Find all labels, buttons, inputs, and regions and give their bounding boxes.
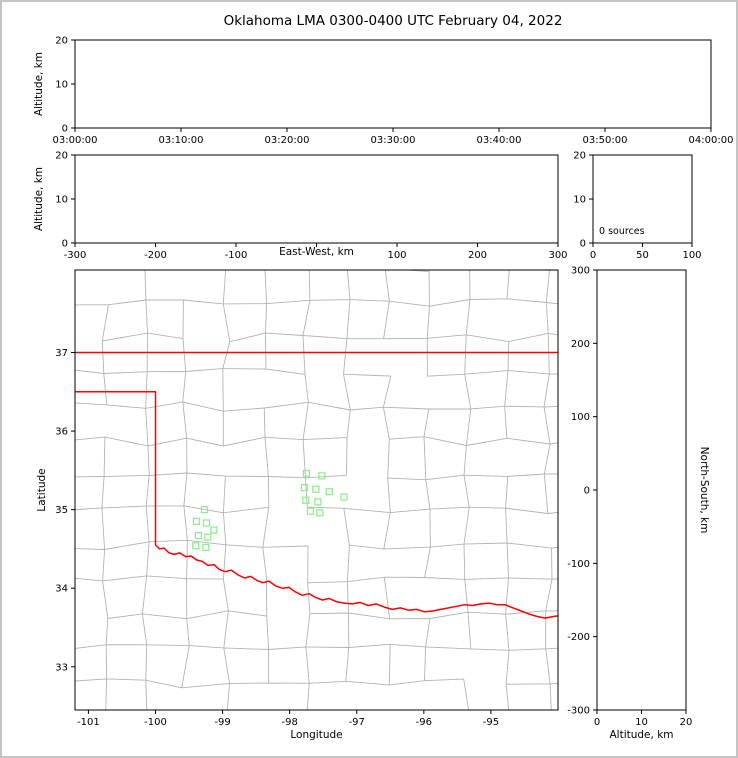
tick-label: 0 xyxy=(584,486,590,497)
tick-label: 10 xyxy=(635,717,648,728)
county-boundaries xyxy=(75,270,558,710)
map-layers xyxy=(75,270,558,710)
tick-label: 03:00:00 xyxy=(53,135,98,146)
panel-frame xyxy=(74,269,559,711)
altitude-vs-east-west: -300 -200 -100 100 200 300 0 10 20 xyxy=(55,151,567,262)
tick-label: 03:40:00 xyxy=(477,135,522,146)
tick-label: 100 xyxy=(387,250,406,261)
state-border-line xyxy=(75,391,558,619)
tick-label: -99 xyxy=(214,717,230,728)
tick-label: -95 xyxy=(483,717,499,728)
lma-station-marker xyxy=(192,517,201,526)
tick-label: 10 xyxy=(573,195,586,206)
lma-station-marker xyxy=(202,519,211,527)
tick-label: 03:10:00 xyxy=(159,135,204,146)
tick-label: 100 xyxy=(682,250,701,261)
tick-label: 20 xyxy=(55,36,68,47)
tick-label: -200 xyxy=(567,632,590,643)
tick-label: 10 xyxy=(55,80,68,91)
tick-label: 20 xyxy=(573,151,586,162)
altitude-vs-north-south: 0 10 20 -300 -200 -100 0 100 200 300 xyxy=(567,266,692,729)
tick-label: 0 xyxy=(594,717,600,728)
lma-station-marker xyxy=(192,542,200,550)
tick-label: 0 xyxy=(62,239,68,250)
ns-panel-ylabel: North-South, km xyxy=(698,446,710,534)
ew-panel-ylabel: Altitude, km xyxy=(33,166,45,232)
ew-panel-xlabel: East-West, km xyxy=(279,246,354,258)
lma-station-marker xyxy=(302,496,310,504)
tick-label: 35 xyxy=(55,505,68,516)
tick-label: 0 xyxy=(62,124,68,135)
tick-label: 04:00:00 xyxy=(689,135,734,146)
tick-label: -98 xyxy=(281,717,297,728)
panel-frame xyxy=(74,39,712,129)
panel-frame xyxy=(596,269,687,711)
lma-station-marker xyxy=(302,469,311,478)
lma-station-marker xyxy=(194,531,203,540)
tick-label: 300 xyxy=(548,250,567,261)
lma-station-marker xyxy=(316,509,324,517)
tick-label: 50 xyxy=(636,250,649,261)
tick-label: 03:30:00 xyxy=(371,135,416,146)
tick-label: 03:20:00 xyxy=(265,135,310,146)
source-count-annotation: 0 sources xyxy=(599,226,645,237)
tick-label: 20 xyxy=(680,717,693,728)
tick-label: -101 xyxy=(77,717,100,728)
panel-frame xyxy=(74,154,559,244)
tick-label: 20 xyxy=(55,151,68,162)
tick-label: 0 xyxy=(580,239,586,250)
tick-label: -100 xyxy=(144,717,167,728)
lma-station-marker xyxy=(314,498,322,506)
tick-label: 200 xyxy=(468,250,487,261)
tick-label: 10 xyxy=(55,195,68,206)
time-panel-ylabel: Altitude, km xyxy=(33,51,45,117)
figure-title: Oklahoma LMA 0300-0400 UTC February 04, … xyxy=(223,13,563,29)
lma-station-marker xyxy=(204,533,212,541)
lma-station-marker xyxy=(340,493,348,501)
lma-station-marker xyxy=(325,487,333,496)
ns-panel-xlabel: Altitude, km xyxy=(609,729,674,741)
lma-station-marker xyxy=(210,526,218,534)
tick-label: 03:50:00 xyxy=(583,135,628,146)
plan-view-map: -101 -100 -99 -98 -97 -96 -95 33 34 35 36 37 xyxy=(55,269,559,728)
tick-label: 37 xyxy=(55,348,68,359)
lma-station-marker xyxy=(200,505,209,514)
map-panel-ylabel: Latitude xyxy=(36,468,48,512)
tick-label: -97 xyxy=(349,717,365,728)
altitude-vs-time: 03:00:00 03:10:00 03:20:00 03:30:00 03:40:00… xyxy=(53,36,734,147)
lma-station-marker xyxy=(306,507,315,515)
tick-label: 0 xyxy=(590,250,596,261)
tick-label: -96 xyxy=(416,717,432,728)
tick-label: -300 xyxy=(567,706,590,717)
tick-label: -100 xyxy=(567,559,590,570)
tick-label: 36 xyxy=(55,427,68,438)
source-count-histogram: 0 50 100 0 10 20 xyxy=(573,151,701,262)
tick-label: -200 xyxy=(144,250,167,261)
tick-label: 200 xyxy=(571,339,590,350)
lma-station-marker xyxy=(300,483,309,492)
lma-station-marker xyxy=(318,472,326,480)
tick-label: -300 xyxy=(64,250,87,261)
lma-station-marker xyxy=(312,485,320,493)
tick-label: 300 xyxy=(571,266,590,277)
tick-label: 34 xyxy=(55,584,68,595)
tick-label: -100 xyxy=(225,250,248,261)
map-panel-xlabel: Longitude xyxy=(290,729,343,741)
tick-label: 33 xyxy=(55,662,68,673)
tick-label: 100 xyxy=(571,412,590,423)
lma-station-marker xyxy=(202,543,210,552)
